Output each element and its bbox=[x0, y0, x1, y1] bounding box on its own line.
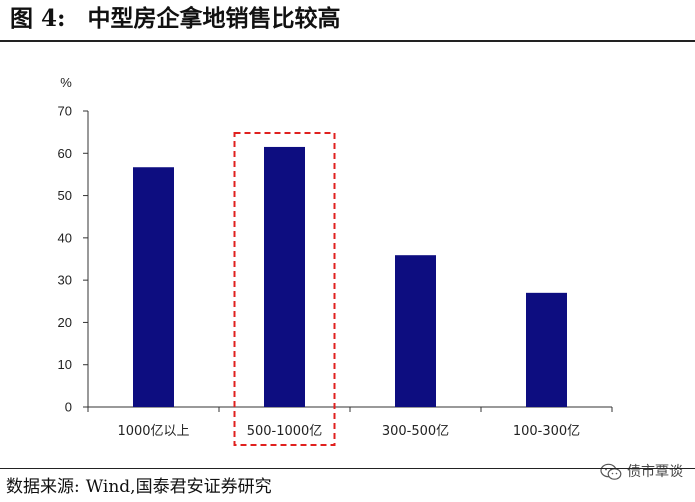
bar bbox=[526, 292, 567, 407]
figure-number: 图 4: bbox=[10, 5, 66, 32]
y-tick-label: 20 bbox=[58, 315, 72, 330]
watermark-text: 债市覃谈 bbox=[627, 464, 683, 480]
highlight-box bbox=[233, 132, 336, 446]
x-category-label: 500-1000亿 bbox=[247, 424, 323, 439]
y-tick-label: 30 bbox=[58, 273, 72, 288]
y-tick-label: 10 bbox=[58, 357, 72, 372]
top-rule bbox=[0, 40, 695, 42]
bar bbox=[395, 255, 436, 407]
x-category-label: 1000亿以上 bbox=[117, 424, 189, 439]
y-tick-label: 60 bbox=[58, 146, 72, 161]
bar bbox=[264, 146, 305, 407]
y-tick-label: 70 bbox=[58, 104, 72, 119]
figure-title: 图 4: 中型房企拿地销售比较高 bbox=[8, 2, 688, 36]
y-unit-label: % bbox=[60, 75, 72, 90]
x-category-label: 300-500亿 bbox=[382, 424, 449, 439]
watermark: 债市覃谈 bbox=[600, 460, 683, 484]
source-label: 数据来源: bbox=[6, 477, 80, 497]
y-tick-label: 0 bbox=[65, 400, 72, 415]
figure-title-text: 中型房企拿地销售比较高 bbox=[87, 5, 341, 32]
y-tick-label: 40 bbox=[58, 230, 72, 245]
bar-chart: 0 10 20 30 40 50 60 70% 1000亿以上 500-1000亿 300-500亿… bbox=[58, 75, 613, 446]
wechat-icon bbox=[600, 463, 622, 480]
bar bbox=[133, 167, 174, 407]
x-category-label: 100-300亿 bbox=[513, 424, 580, 439]
plot-area: 0 10 20 30 40 50 60 70% 1000亿以上 500-1000亿 300-500亿… bbox=[58, 75, 613, 446]
source-value: Wind,国泰君安证券研究 bbox=[85, 477, 272, 497]
y-tick-label: 50 bbox=[58, 188, 72, 203]
bottom-rule bbox=[0, 468, 695, 469]
source-note: 数据来源: Wind,国泰君安证券研究 bbox=[6, 474, 272, 500]
